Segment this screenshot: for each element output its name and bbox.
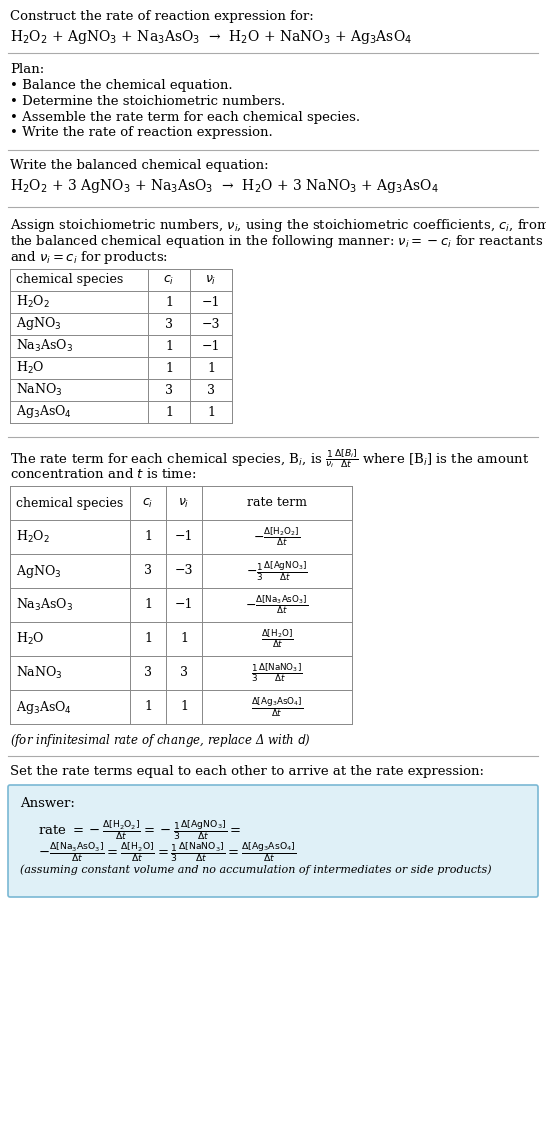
Text: −1: −1 (202, 295, 220, 309)
Text: Construct the rate of reaction expression for:: Construct the rate of reaction expressio… (10, 10, 314, 23)
Text: chemical species: chemical species (16, 274, 123, 286)
Text: H$_2$O$_2$: H$_2$O$_2$ (16, 294, 50, 310)
Text: 1: 1 (165, 340, 173, 352)
Text: 1: 1 (180, 700, 188, 714)
Text: H$_2$O$_2$: H$_2$O$_2$ (16, 529, 50, 545)
Text: $c_i$: $c_i$ (163, 274, 175, 286)
Text: Set the rate terms equal to each other to arrive at the rate expression:: Set the rate terms equal to each other t… (10, 765, 484, 779)
Text: −3: −3 (202, 318, 220, 331)
Text: NaNO$_3$: NaNO$_3$ (16, 382, 63, 398)
Text: 3: 3 (165, 383, 173, 397)
Text: (for infinitesimal rate of change, replace Δ with $d$): (for infinitesimal rate of change, repla… (10, 732, 311, 749)
Text: 3: 3 (165, 318, 173, 331)
Text: Na$_3$AsO$_3$: Na$_3$AsO$_3$ (16, 337, 73, 355)
Text: (assuming constant volume and no accumulation of intermediates or side products): (assuming constant volume and no accumul… (20, 864, 491, 876)
Text: Ag$_3$AsO$_4$: Ag$_3$AsO$_4$ (16, 404, 72, 421)
Text: $-\frac{\Delta[\mathrm{Na_3AsO_3}]}{\Delta t} = \frac{\Delta[\mathrm{H_2O}]}{\De: $-\frac{\Delta[\mathrm{Na_3AsO_3}]}{\Del… (38, 840, 296, 864)
FancyBboxPatch shape (8, 785, 538, 897)
Text: 1: 1 (165, 361, 173, 375)
Text: H$_2$O$_2$ + AgNO$_3$ + Na$_3$AsO$_3$  →  H$_2$O + NaNO$_3$ + Ag$_3$AsO$_4$: H$_2$O$_2$ + AgNO$_3$ + Na$_3$AsO$_3$ → … (10, 27, 412, 46)
Text: Plan:: Plan: (10, 63, 44, 76)
Text: 3: 3 (180, 667, 188, 679)
Text: The rate term for each chemical species, B$_i$, is $\frac{1}{\nu_i}\frac{\Delta[: The rate term for each chemical species,… (10, 447, 529, 470)
Text: −1: −1 (175, 598, 193, 611)
Text: 1: 1 (144, 700, 152, 714)
Text: $\frac{\Delta[\mathrm{H_2O}]}{\Delta t}$: $\frac{\Delta[\mathrm{H_2O}]}{\Delta t}$ (261, 628, 293, 650)
Text: 1: 1 (144, 633, 152, 645)
Text: 1: 1 (165, 406, 173, 418)
Text: • Assemble the rate term for each chemical species.: • Assemble the rate term for each chemic… (10, 111, 360, 123)
Text: Answer:: Answer: (20, 797, 75, 811)
Text: 1: 1 (144, 598, 152, 611)
Text: 3: 3 (144, 667, 152, 679)
Text: concentration and $t$ is time:: concentration and $t$ is time: (10, 466, 197, 480)
Text: $\frac{1}{3}\frac{\Delta[\mathrm{NaNO_3}]}{\Delta t}$: $\frac{1}{3}\frac{\Delta[\mathrm{NaNO_3}… (251, 661, 302, 684)
Text: Write the balanced chemical equation:: Write the balanced chemical equation: (10, 160, 269, 172)
Text: Ag$_3$AsO$_4$: Ag$_3$AsO$_4$ (16, 699, 72, 716)
Text: $\frac{\Delta[\mathrm{Ag_3AsO_4}]}{\Delta t}$: $\frac{\Delta[\mathrm{Ag_3AsO_4}]}{\Delt… (251, 695, 303, 718)
Text: rate term: rate term (247, 497, 307, 510)
Text: 3: 3 (144, 564, 152, 578)
Text: $-\frac{\Delta[\mathrm{H_2O_2}]}{\Delta t}$: $-\frac{\Delta[\mathrm{H_2O_2}]}{\Delta … (253, 526, 301, 548)
Text: 1: 1 (207, 361, 215, 375)
Text: 1: 1 (165, 295, 173, 309)
Text: • Write the rate of reaction expression.: • Write the rate of reaction expression. (10, 127, 273, 139)
Text: NaNO$_3$: NaNO$_3$ (16, 665, 63, 681)
Text: $-\frac{\Delta[\mathrm{Na_3AsO_3}]}{\Delta t}$: $-\frac{\Delta[\mathrm{Na_3AsO_3}]}{\Del… (246, 594, 308, 617)
Text: H$_2$O$_2$ + 3 AgNO$_3$ + Na$_3$AsO$_3$  →  H$_2$O + 3 NaNO$_3$ + Ag$_3$AsO$_4$: H$_2$O$_2$ + 3 AgNO$_3$ + Na$_3$AsO$_3$ … (10, 177, 438, 195)
Text: $c_i$: $c_i$ (143, 496, 153, 510)
Text: • Determine the stoichiometric numbers.: • Determine the stoichiometric numbers. (10, 95, 285, 108)
Text: 3: 3 (207, 383, 215, 397)
Text: and $\nu_i = c_i$ for products:: and $\nu_i = c_i$ for products: (10, 250, 168, 267)
Text: $-\frac{1}{3}\frac{\Delta[\mathrm{AgNO_3}]}{\Delta t}$: $-\frac{1}{3}\frac{\Delta[\mathrm{AgNO_3… (246, 560, 308, 583)
Text: $\nu_i$: $\nu_i$ (205, 274, 217, 286)
Text: AgNO$_3$: AgNO$_3$ (16, 316, 61, 333)
Text: $\nu_i$: $\nu_i$ (179, 496, 189, 510)
Text: 1: 1 (144, 530, 152, 544)
Text: H$_2$O: H$_2$O (16, 360, 45, 376)
Text: rate $= -\frac{\Delta[\mathrm{H_2O_2}]}{\Delta t} = -\frac{1}{3}\frac{\Delta[\ma: rate $= -\frac{\Delta[\mathrm{H_2O_2}]}{… (38, 819, 241, 842)
Text: Na$_3$AsO$_3$: Na$_3$AsO$_3$ (16, 597, 73, 613)
Text: −1: −1 (202, 340, 220, 352)
Text: chemical species: chemical species (16, 497, 123, 510)
Text: 1: 1 (180, 633, 188, 645)
Text: H$_2$O: H$_2$O (16, 630, 45, 648)
Text: • Balance the chemical equation.: • Balance the chemical equation. (10, 80, 233, 92)
Text: the balanced chemical equation in the following manner: $\nu_i = -c_i$ for react: the balanced chemical equation in the fo… (10, 233, 543, 250)
Text: −3: −3 (175, 564, 193, 578)
Text: Assign stoichiometric numbers, $\nu_i$, using the stoichiometric coefficients, $: Assign stoichiometric numbers, $\nu_i$, … (10, 217, 546, 234)
Text: AgNO$_3$: AgNO$_3$ (16, 562, 61, 579)
Text: −1: −1 (175, 530, 193, 544)
Text: 1: 1 (207, 406, 215, 418)
